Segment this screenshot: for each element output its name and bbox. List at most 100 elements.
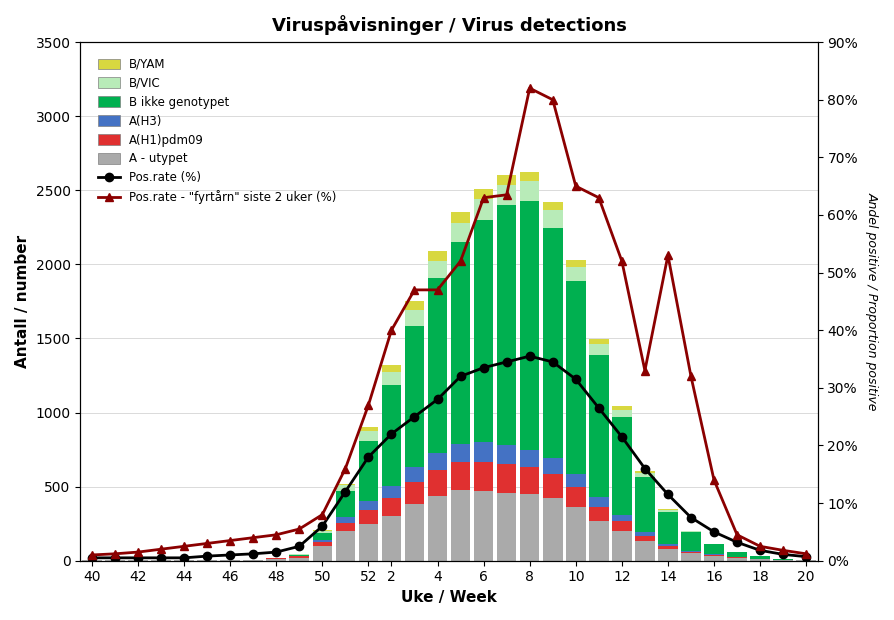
Legend: B/YAM, B/VIC, B ikke genotypet, A(H3), A(H1)pdm09, A - utypet, Pos.rate (%), Pos: B/YAM, B/VIC, B ikke genotypet, A(H3), A…: [94, 53, 342, 209]
Bar: [474, 491, 493, 560]
Bar: [382, 516, 401, 560]
Pos.rate - "fyrtårn" siste 2 uker (%): [271, 531, 282, 539]
Bar: [612, 410, 632, 417]
Bar: [358, 431, 378, 441]
Bar: [612, 515, 632, 521]
Bar: [727, 558, 746, 560]
Bar: [313, 539, 332, 542]
Bar: [313, 546, 332, 560]
Pos.rate - "fyrtårn" siste 2 uker (%): [87, 551, 97, 559]
Pos.rate (%): [686, 514, 696, 521]
Pos.rate - "fyrtårn" siste 2 uker (%): [547, 96, 558, 104]
Bar: [382, 385, 401, 486]
Bar: [290, 556, 309, 558]
Bar: [313, 533, 332, 539]
Pos.rate - "fyrtårn" siste 2 uker (%): [409, 286, 420, 294]
Bar: [704, 556, 724, 560]
Bar: [681, 532, 701, 551]
Bar: [566, 267, 586, 281]
Bar: [658, 546, 678, 549]
Bar: [405, 309, 425, 326]
Bar: [405, 505, 425, 560]
Bar: [497, 205, 517, 445]
Line: Pos.rate (%): Pos.rate (%): [88, 352, 810, 562]
Bar: [335, 485, 355, 490]
Bar: [382, 365, 401, 372]
Bar: [335, 484, 355, 485]
Bar: [543, 498, 562, 560]
Bar: [520, 450, 539, 467]
Pos.rate (%): [179, 554, 190, 562]
Pos.rate (%): [224, 551, 235, 559]
Pos.rate (%): [709, 528, 720, 536]
Bar: [451, 444, 470, 462]
Bar: [427, 260, 447, 278]
Bar: [451, 462, 470, 490]
Pos.rate - "fyrtårn" siste 2 uker (%): [455, 257, 466, 265]
Bar: [358, 524, 378, 560]
Bar: [382, 372, 401, 385]
Bar: [635, 477, 654, 532]
Bar: [589, 507, 609, 521]
Bar: [335, 517, 355, 523]
Bar: [474, 220, 493, 442]
Pos.rate - "fyrtårn" siste 2 uker (%): [110, 550, 121, 557]
Bar: [474, 442, 493, 462]
Pos.rate - "fyrtårn" siste 2 uker (%): [617, 257, 628, 265]
Bar: [589, 497, 609, 507]
Pos.rate - "fyrtårn" siste 2 uker (%): [801, 550, 812, 557]
Bar: [382, 498, 401, 516]
Bar: [727, 552, 746, 557]
Pos.rate (%): [778, 551, 789, 558]
Pos.rate - "fyrtårn" siste 2 uker (%): [570, 182, 581, 190]
Y-axis label: Antall / number: Antall / number: [15, 235, 30, 368]
Bar: [358, 441, 378, 501]
Bar: [750, 556, 770, 559]
Bar: [681, 531, 701, 532]
Bar: [382, 486, 401, 498]
Pos.rate (%): [755, 547, 765, 554]
Pos.rate (%): [110, 554, 121, 562]
Bar: [704, 544, 724, 554]
Pos.rate - "fyrtårn" siste 2 uker (%): [502, 191, 512, 198]
Bar: [566, 260, 586, 267]
Bar: [358, 427, 378, 431]
Bar: [612, 417, 632, 515]
Bar: [335, 490, 355, 517]
Bar: [566, 487, 586, 507]
Bar: [658, 544, 678, 546]
Bar: [335, 523, 355, 531]
Pos.rate - "fyrtårn" siste 2 uker (%): [202, 540, 213, 547]
Bar: [474, 462, 493, 491]
Bar: [543, 210, 562, 228]
Pos.rate - "fyrtårn" siste 2 uker (%): [686, 373, 696, 380]
Bar: [543, 202, 562, 210]
Bar: [451, 212, 470, 223]
Pos.rate - "fyrtårn" siste 2 uker (%): [248, 534, 258, 541]
Bar: [520, 201, 539, 450]
Bar: [635, 471, 654, 472]
Bar: [405, 326, 425, 467]
Bar: [635, 532, 654, 536]
Bar: [589, 339, 609, 343]
Bar: [543, 458, 562, 474]
Bar: [658, 549, 678, 560]
Bar: [497, 175, 517, 185]
Bar: [358, 501, 378, 510]
Pos.rate (%): [432, 396, 443, 403]
Pos.rate - "fyrtårn" siste 2 uker (%): [432, 286, 443, 294]
Pos.rate - "fyrtårn" siste 2 uker (%): [340, 465, 350, 472]
Pos.rate (%): [662, 491, 673, 498]
Bar: [497, 445, 517, 464]
Pos.rate - "fyrtårn" siste 2 uker (%): [709, 476, 720, 484]
Bar: [658, 509, 678, 510]
Pos.rate - "fyrtårn" siste 2 uker (%): [294, 525, 305, 533]
Bar: [405, 482, 425, 505]
Bar: [589, 343, 609, 355]
Bar: [658, 512, 678, 544]
Bar: [266, 559, 286, 560]
Bar: [566, 507, 586, 560]
Pos.rate - "fyrtårn" siste 2 uker (%): [594, 194, 604, 202]
Pos.rate - "fyrtårn" siste 2 uker (%): [156, 546, 166, 553]
Pos.rate - "fyrtårn" siste 2 uker (%): [179, 542, 190, 550]
